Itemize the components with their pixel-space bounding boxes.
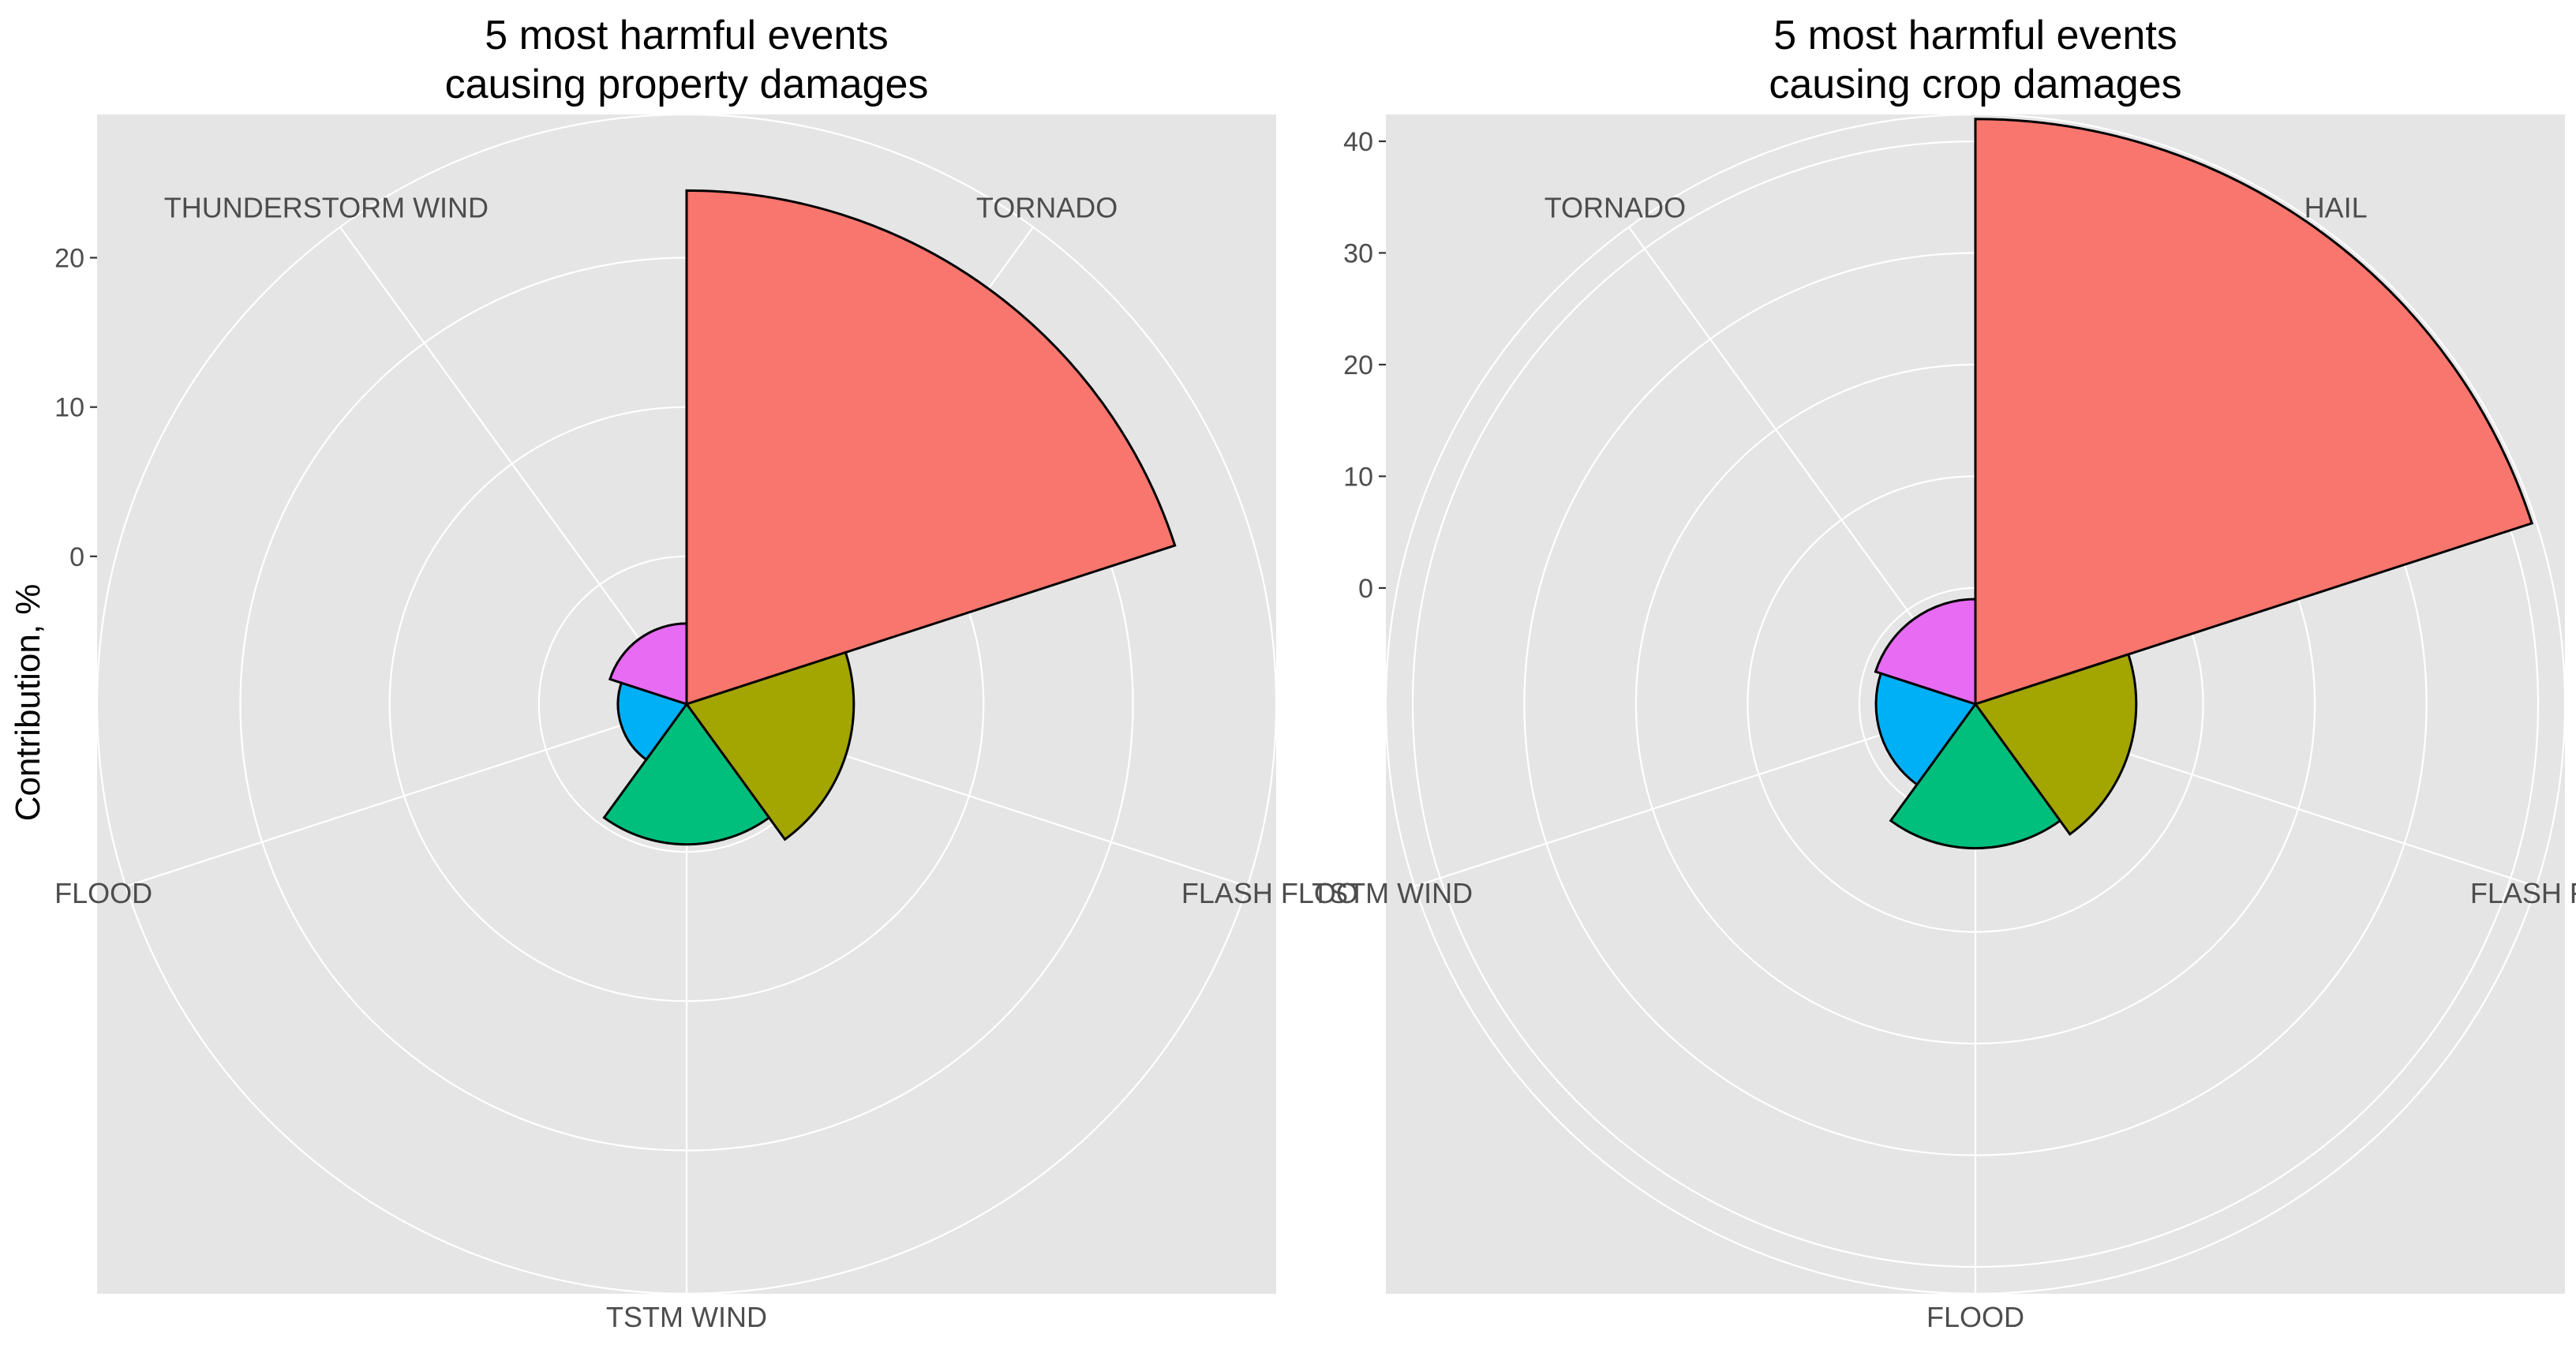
category-label: TSTM WIND <box>1312 877 1473 909</box>
grid-spoke <box>339 227 687 705</box>
category-label: FLASH FLOO <box>2470 877 2576 909</box>
bar-tstm-wind <box>602 702 771 846</box>
category-label: FLASH FLOO <box>1181 877 1358 909</box>
y-tick-label: 0 <box>69 542 84 572</box>
category-label: HAIL <box>2305 192 2368 224</box>
chart-title-line-2: causing crop damages <box>1769 62 2181 107</box>
grid-spoke <box>125 703 687 887</box>
category-labels: HAIL FLASH FLOO FLOOD TSTM WIND TORNADO <box>1312 192 2576 1333</box>
bar-tstm-wind <box>1874 672 1978 786</box>
bar-flood <box>1889 702 2062 849</box>
chart-title-line-1: 5 most harmful events <box>485 13 889 58</box>
y-tick-label: 20 <box>1343 350 1373 380</box>
category-label: FLOOD <box>1926 1301 2024 1333</box>
bar-flood <box>616 681 689 762</box>
y-tick-label: 30 <box>1343 238 1373 268</box>
category-label: TORNADO <box>1544 192 1686 224</box>
y-tick-label: 10 <box>1343 462 1373 492</box>
bar-hail <box>1974 118 2533 706</box>
category-label: THUNDERSTORM WIND <box>164 192 489 224</box>
y-tick-label: 0 <box>1358 574 1373 604</box>
chart-title-line-2: causing property damages <box>445 62 929 107</box>
y-axis: 0 10 20 30 40 <box>1343 127 1386 604</box>
category-label: TSTM WIND <box>606 1301 767 1333</box>
property-damage-chart: 5 most harmful events causing property d… <box>54 13 1358 1333</box>
bar-thunderstorm-wind <box>608 622 688 706</box>
category-labels: TORNADO FLASH FLOO TSTM WIND FLOOD THUNDERST… <box>54 192 1358 1333</box>
bar-flash-floo <box>1973 653 2138 836</box>
crop-damage-chart: 5 most harmful events causing crop damag… <box>1312 13 2576 1333</box>
y-tick-label: 20 <box>54 244 84 274</box>
bars <box>602 189 1177 846</box>
category-label: TORNADO <box>976 192 1118 224</box>
bar-tornado <box>1874 598 1977 706</box>
y-axis: 0 10 20 <box>54 244 97 572</box>
category-label: FLOOD <box>54 877 152 909</box>
y-axis-label: Contribution, % <box>9 584 47 822</box>
bars <box>1874 118 2533 849</box>
chart-title-line-1: 5 most harmful events <box>1773 13 2177 58</box>
y-tick-label: 10 <box>54 393 84 423</box>
bar-tornado <box>685 189 1177 706</box>
y-tick-label: 40 <box>1343 127 1373 157</box>
bar-flash-floo <box>684 650 856 841</box>
